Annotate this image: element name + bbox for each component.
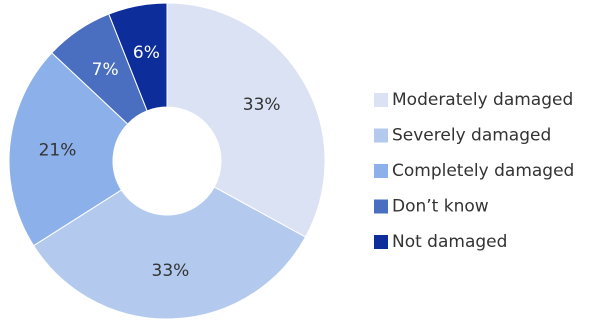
legend-label-don-t-know: Don’t know xyxy=(392,197,489,217)
legend: Moderately damaged Severely damaged Comple… xyxy=(374,90,574,252)
slice-label-moderately-damaged: 33% xyxy=(243,95,281,115)
slice-moderately-damaged xyxy=(166,2,326,238)
legend-label-moderately-damaged: Moderately damaged xyxy=(392,90,573,110)
legend-swatch-severely-damaged xyxy=(374,128,388,143)
legend-label-completely-damaged: Completely damaged xyxy=(392,161,574,181)
legend-label-severely-damaged: Severely damaged xyxy=(392,126,551,146)
slice-labels: 33% 33% 21% 7% 6% xyxy=(39,43,281,281)
legend-swatch-don-t-know xyxy=(374,199,388,214)
donut-slices xyxy=(8,2,326,320)
slice-severely-damaged xyxy=(32,186,307,320)
legend-swatch-moderately-damaged xyxy=(374,93,388,107)
slice-label-don-t-know: 7% xyxy=(92,60,119,80)
legend-label-not-damaged: Not damaged xyxy=(392,232,507,252)
slice-label-severely-damaged: 33% xyxy=(152,261,190,281)
legend-swatch-not-damaged xyxy=(374,235,388,249)
slice-not-damaged xyxy=(108,2,168,112)
slice-completely-damaged xyxy=(8,52,129,247)
slice-label-not-damaged: 6% xyxy=(133,43,160,63)
legend-swatch-completely-damaged xyxy=(374,164,388,178)
slice-label-completely-damaged: 21% xyxy=(39,141,77,161)
